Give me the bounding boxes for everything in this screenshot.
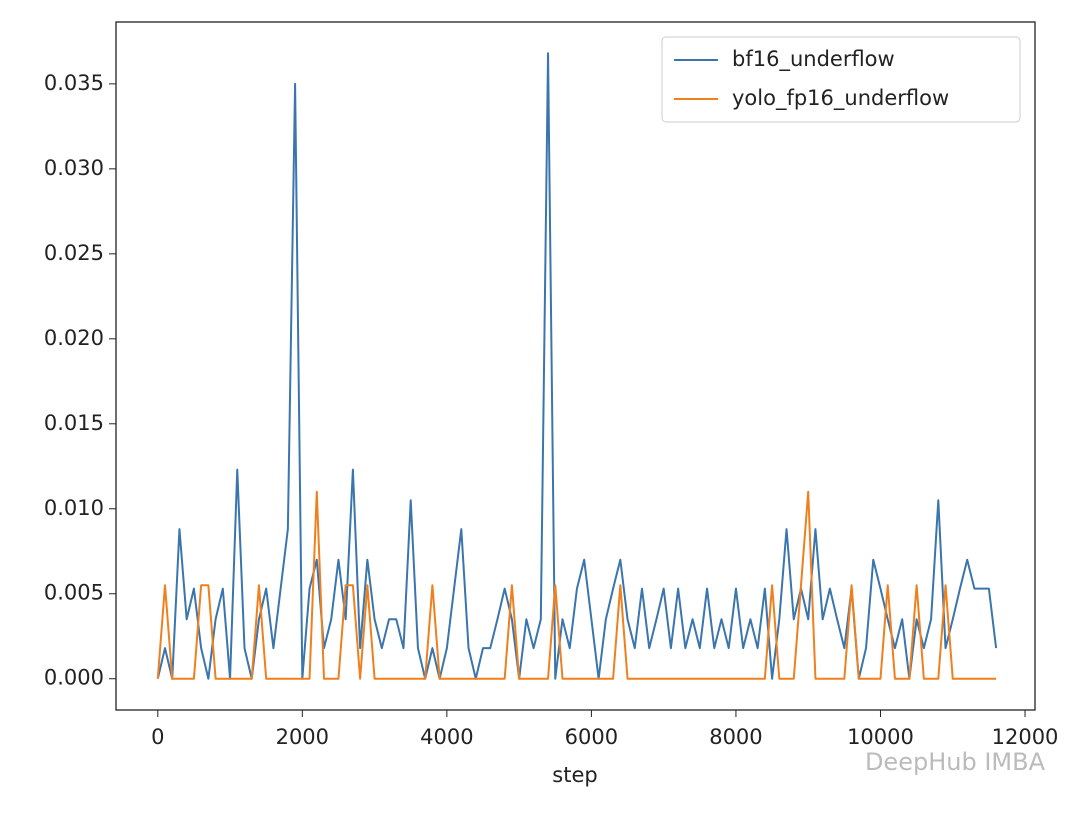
y-tick-label: 0.030 <box>44 156 104 180</box>
x-tick-label: 8000 <box>709 725 762 749</box>
legend-label: yolo_fp16_underflow <box>732 86 949 111</box>
plot-frame <box>115 21 1036 711</box>
x-tick-label: 10000 <box>847 725 914 749</box>
x-axis-label: step <box>552 763 597 787</box>
data-line <box>156 52 998 680</box>
x-tick-label: 2000 <box>276 725 329 749</box>
legend-box <box>661 36 1021 123</box>
y-tick-label: 0.025 <box>44 241 104 265</box>
y-tick-label: 0.015 <box>44 411 104 435</box>
legend-label: bf16_underflow <box>732 47 895 72</box>
x-tick-label: 4000 <box>420 725 473 749</box>
y-tick-label: 0.000 <box>44 666 104 690</box>
y-tick-label: 0.035 <box>44 71 104 95</box>
y-tick-label: 0.005 <box>44 581 104 605</box>
y-tick-label: 0.020 <box>44 326 104 350</box>
x-tick-label: 12000 <box>992 725 1059 749</box>
watermark: DeepHub IMBA <box>865 748 1046 776</box>
x-tick-label: 0 <box>151 725 164 749</box>
data-line <box>156 490 997 680</box>
x-tick-label: 6000 <box>565 725 618 749</box>
y-tick-label: 0.010 <box>44 496 104 520</box>
